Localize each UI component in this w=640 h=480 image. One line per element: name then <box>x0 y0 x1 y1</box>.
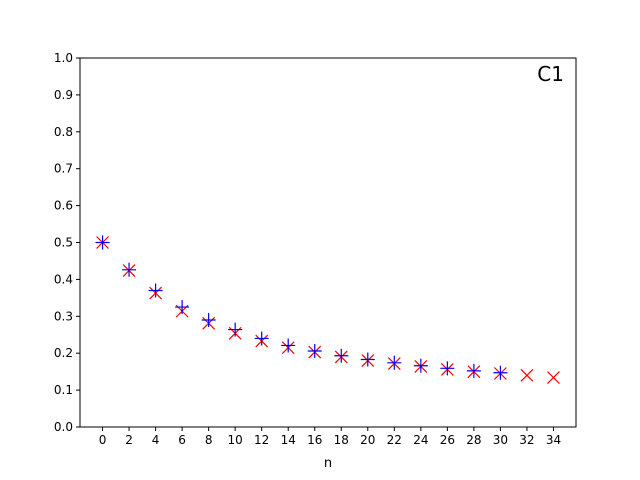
series-2-point <box>254 331 269 346</box>
series-2-point <box>413 358 428 373</box>
x-tick-label: 0 <box>99 433 107 447</box>
series-2-point <box>440 361 455 376</box>
y-tick-label: 1.0 <box>54 51 73 65</box>
y-tick-label: 0.0 <box>54 420 73 434</box>
x-tick-label: 24 <box>413 433 428 447</box>
x-axis: 0 2 4 6 8 10 12 14 16 18 20 22 24 26 28 30 32 34 <box>99 427 561 447</box>
x-tick-label: 6 <box>178 433 186 447</box>
series-2-point <box>281 338 296 353</box>
series-2-point <box>175 300 190 315</box>
y-tick-label: 0.4 <box>54 272 73 286</box>
series-2-point <box>307 343 322 358</box>
x-tick-label: 20 <box>360 433 375 447</box>
series-2-point <box>466 363 481 378</box>
plot-markers <box>95 235 560 384</box>
series-2-point <box>122 262 137 277</box>
series-1-point <box>520 368 534 382</box>
y-tick-label: 0.8 <box>54 125 73 139</box>
x-tick-label: 28 <box>466 433 481 447</box>
series-2-point <box>201 312 216 327</box>
x-tick-label: 12 <box>254 433 269 447</box>
y-axis: 0.0 0.1 0.2 0.3 0.4 0.5 0.6 0.7 0.8 0.9 1.0 <box>54 51 80 434</box>
y-tick-label: 0.5 <box>54 236 73 250</box>
x-tick-label: 22 <box>387 433 402 447</box>
series-2-point <box>228 322 243 337</box>
y-tick-label: 0.9 <box>54 88 73 102</box>
x-tick-label: 4 <box>152 433 160 447</box>
series-2-point <box>493 365 508 380</box>
x-tick-label: 32 <box>519 433 534 447</box>
y-tick-label: 0.2 <box>54 346 73 360</box>
y-tick-label: 0.3 <box>54 309 73 323</box>
plot-frame <box>79 57 577 428</box>
series-2-point <box>360 352 375 367</box>
y-tick-label: 0.6 <box>54 199 73 213</box>
x-tick-label: 10 <box>228 433 243 447</box>
series-2-point <box>148 283 163 298</box>
x-tick-label: 8 <box>205 433 213 447</box>
x-tick-label: 2 <box>125 433 133 447</box>
series-2-point <box>387 355 402 370</box>
series-1-point <box>547 371 560 384</box>
x-tick-label: 14 <box>281 433 296 447</box>
x-tick-label: 16 <box>307 433 322 447</box>
panel-annotation: C1 <box>537 62 564 86</box>
x-tick-label: 34 <box>546 433 561 447</box>
y-tick-label: 0.7 <box>54 162 73 176</box>
x-tick-label: 26 <box>440 433 455 447</box>
x-tick-label: 30 <box>493 433 508 447</box>
series-2-point <box>334 348 349 363</box>
series-2-point <box>95 235 110 250</box>
x-tick-label: 18 <box>334 433 349 447</box>
y-tick-label: 0.1 <box>54 383 73 397</box>
x-axis-label: n <box>324 456 332 471</box>
